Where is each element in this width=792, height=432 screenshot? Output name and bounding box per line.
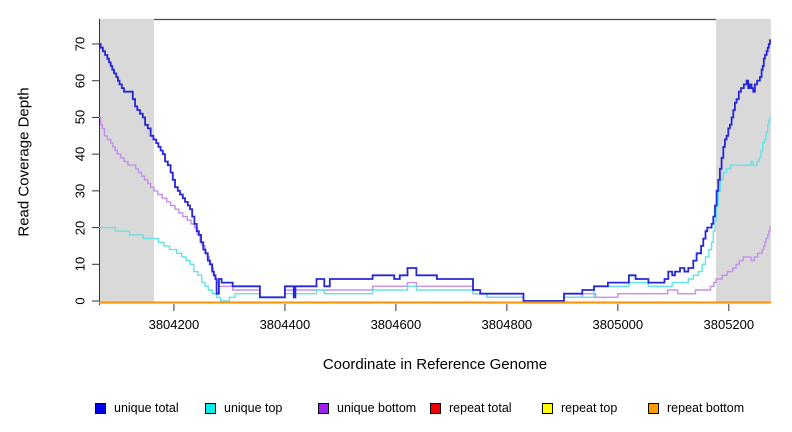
x-tick-label-3804800: 3804800 xyxy=(481,317,533,332)
y-axis-title: Read Coverage Depth xyxy=(15,87,33,237)
y-tick-label-20: 20 xyxy=(72,220,88,235)
legend-swatch-unique-total xyxy=(95,402,106,414)
series-unique-top xyxy=(99,116,771,302)
legend-label-repeat-total: repeat total xyxy=(449,401,512,415)
legend-item-repeat-top: repeat top xyxy=(542,401,617,415)
legend-label-unique-top: unique top xyxy=(224,401,283,415)
legend-swatch-repeat-bottom xyxy=(648,402,659,414)
series-unique-total xyxy=(99,39,771,302)
legend-swatch-repeat-total xyxy=(430,402,441,414)
series-unique-bottom xyxy=(99,116,771,302)
legend-item-unique-top: unique top xyxy=(205,401,282,415)
legend-swatch-unique-bottom xyxy=(318,402,329,414)
y-tick-label-60: 60 xyxy=(72,73,88,88)
x-tick-label-3805200: 3805200 xyxy=(703,317,755,332)
legend-label-repeat-top: repeat top xyxy=(561,401,618,415)
y-tick-label-50: 50 xyxy=(72,110,88,125)
legend-swatch-repeat-top xyxy=(542,402,553,414)
legend-label-unique-bottom: unique bottom xyxy=(337,401,417,415)
y-tick-label-70: 70 xyxy=(72,36,88,52)
x-axis-title: Coordinate in Reference Genome xyxy=(322,356,548,373)
x-tick-label-3804600: 3804600 xyxy=(370,317,422,332)
x-tick-label-3804400: 3804400 xyxy=(259,317,311,332)
shaded-repeat-region-left xyxy=(99,19,154,303)
y-tick-label-0: 0 xyxy=(72,297,88,305)
legend-item-unique-total: unique total xyxy=(95,401,179,415)
y-tick-label-30: 30 xyxy=(72,183,88,199)
x-tick-label-3804200: 3804200 xyxy=(148,317,200,332)
legend-item-repeat-total: repeat total xyxy=(430,401,512,415)
y-tick-label-40: 40 xyxy=(72,146,88,162)
legend-label-unique-total: unique total xyxy=(114,401,179,415)
legend-label-repeat-bottom: repeat bottom xyxy=(667,401,745,415)
legend-swatch-unique-top xyxy=(205,402,216,414)
plot-canvas xyxy=(92,18,771,311)
legend-item-repeat-bottom: repeat bottom xyxy=(648,401,744,415)
x-tick-label-3805000: 3805000 xyxy=(592,317,644,332)
y-tick-label-10: 10 xyxy=(72,257,88,272)
legend-item-unique-bottom: unique bottom xyxy=(318,401,416,415)
